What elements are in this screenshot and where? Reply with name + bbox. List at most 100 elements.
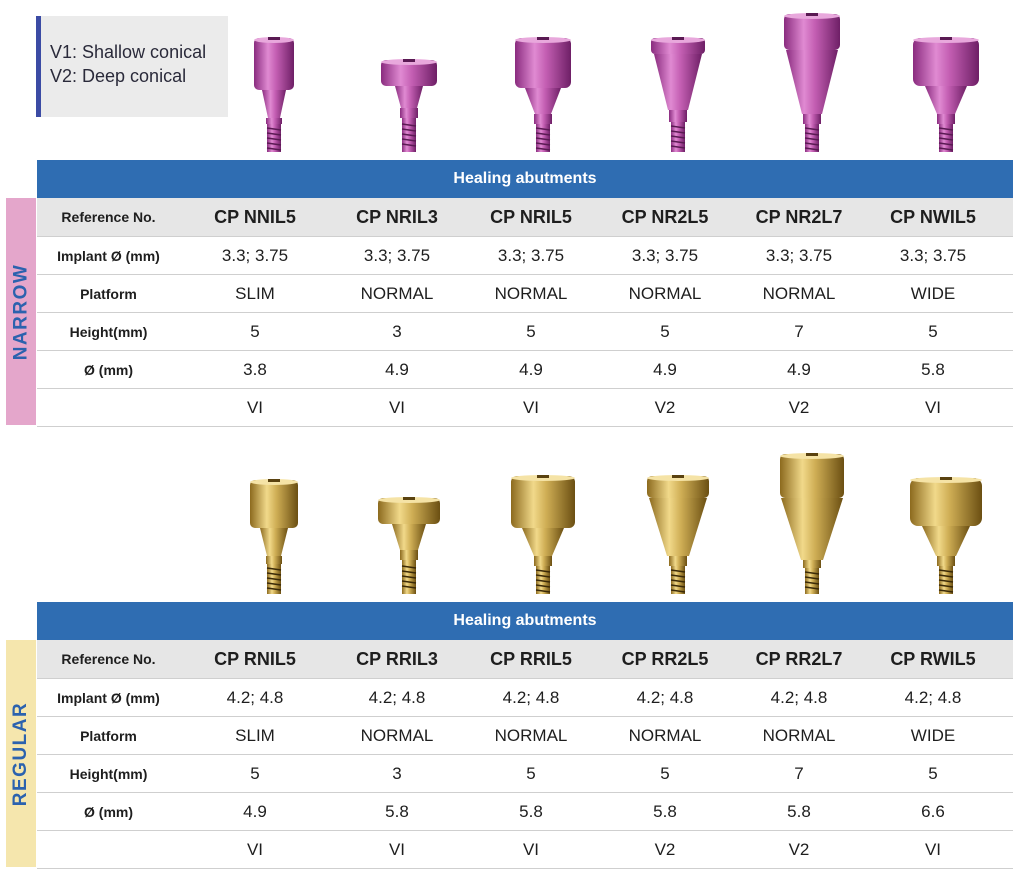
type-cell: V2 — [788, 397, 810, 417]
table-row-height: Height(mm) 5 3 5 5 7 5 — [37, 755, 1013, 793]
diameter-cell: 4.9 — [519, 359, 543, 379]
type-cell: VI — [924, 397, 942, 417]
type-cell: V2 — [654, 397, 676, 417]
abutment-image-cp-rnil5 — [250, 479, 298, 594]
platform-cell: WIDE — [910, 283, 956, 303]
type-cell: VI — [388, 839, 406, 859]
ref-cell: CP RNIL5 — [214, 648, 296, 669]
implant-cell: 4.2; 4.8 — [636, 687, 694, 707]
narrow-table: Reference No. CP NNIL5 CP NRIL3 CP NRIL5… — [37, 198, 1013, 427]
regular-abutment-images — [0, 452, 1024, 598]
abutment-image-cp-rr2l5 — [647, 475, 709, 594]
table-row-reference: Reference No. CP RNIL5 CP RRIL3 CP RRIL5… — [37, 640, 1013, 679]
implant-cell: 4.2; 4.8 — [904, 687, 962, 707]
table-row-diameter: Ø (mm) 4.9 5.8 5.8 5.8 5.8 6.6 — [37, 793, 1013, 831]
height-cell: 5 — [660, 763, 670, 783]
narrow-abutment-images — [0, 10, 1024, 156]
diameter-cell: 4.9 — [243, 801, 267, 821]
table-row-height: Height(mm) 5 3 5 5 7 5 — [37, 313, 1013, 351]
diameter-cell: 5.8 — [921, 359, 945, 379]
narrow-header-bar: Healing abutments — [37, 160, 1013, 198]
table-row-diameter: Ø (mm) 3.8 4.9 4.9 4.9 4.9 5.8 — [37, 351, 1013, 389]
ref-cell: CP NRIL5 — [490, 206, 572, 227]
regular-header-bar: Healing abutments — [37, 602, 1013, 640]
abutment-image-cp-rril5 — [511, 475, 575, 594]
row-label-platform: Platform — [80, 285, 137, 302]
implant-cell: 3.3; 3.75 — [765, 245, 833, 265]
row-label-implant: Implant Ø (mm) — [57, 247, 160, 264]
implant-cell: 4.2; 4.8 — [368, 687, 426, 707]
table-row-platform: Platform SLIM NORMAL NORMAL NORMAL NORMA… — [37, 717, 1013, 755]
table-row-type: VI VI VI V2 V2 VI — [37, 831, 1013, 869]
platform-cell: NORMAL — [628, 725, 702, 745]
regular-side-label: REGULAR — [6, 640, 36, 867]
table-row-implant: Implant Ø (mm) 3.3; 3.75 3.3; 3.75 3.3; … — [37, 237, 1013, 275]
implant-cell: 3.3; 3.75 — [631, 245, 699, 265]
diameter-cell: 4.9 — [787, 359, 811, 379]
platform-cell: NORMAL — [494, 283, 568, 303]
abutment-image-cp-rril3 — [378, 497, 440, 594]
height-cell: 5 — [250, 763, 260, 783]
abutment-image-cp-nr2l5 — [651, 37, 705, 152]
narrow-side-text: NARROW — [10, 263, 32, 360]
regular-table: Reference No. CP RNIL5 CP RRIL3 CP RRIL5… — [37, 640, 1013, 869]
row-label-platform: Platform — [80, 727, 137, 744]
height-cell: 5 — [250, 321, 260, 341]
height-cell: 5 — [526, 321, 536, 341]
abutment-image-cp-rwil5 — [910, 477, 982, 594]
platform-cell: NORMAL — [762, 283, 836, 303]
ref-cell: CP RRIL3 — [356, 648, 438, 669]
diameter-cell: 6.6 — [921, 801, 945, 821]
ref-cell: CP NR2L7 — [755, 206, 843, 227]
platform-cell: NORMAL — [762, 725, 836, 745]
height-cell: 5 — [928, 321, 938, 341]
legend-box: V1: Shallow conical V2: Deep conical — [36, 16, 228, 117]
platform-cell: WIDE — [910, 725, 956, 745]
row-label-reference: Reference No. — [61, 209, 156, 225]
diameter-cell: 5.8 — [385, 801, 409, 821]
table-row-platform: Platform SLIM NORMAL NORMAL NORMAL NORMA… — [37, 275, 1013, 313]
ref-cell: CP RR2L5 — [621, 648, 709, 669]
row-label-diameter: Ø (mm) — [84, 361, 133, 378]
platform-cell: NORMAL — [360, 725, 434, 745]
row-label-implant: Implant Ø (mm) — [57, 689, 160, 706]
row-label-height: Height(mm) — [69, 765, 148, 782]
implant-cell: 4.2; 4.8 — [770, 687, 828, 707]
narrow-side-label: NARROW — [6, 198, 36, 425]
diameter-cell: 3.8 — [243, 359, 267, 379]
ref-cell: CP RR2L7 — [755, 648, 843, 669]
type-cell: VI — [522, 839, 540, 859]
diameter-cell: 5.8 — [787, 801, 811, 821]
platform-cell: NORMAL — [494, 725, 568, 745]
type-cell: VI — [522, 397, 540, 417]
implant-cell: 4.2; 4.8 — [502, 687, 560, 707]
abutment-image-cp-nwil5 — [913, 37, 979, 152]
height-cell: 7 — [794, 321, 804, 341]
type-cell: VI — [246, 397, 264, 417]
type-cell: VI — [388, 397, 406, 417]
row-label-diameter: Ø (mm) — [84, 803, 133, 820]
implant-cell: 3.3; 3.75 — [497, 245, 565, 265]
legend-v2: V2: Deep conical — [50, 66, 187, 86]
height-cell: 5 — [928, 763, 938, 783]
platform-cell: NORMAL — [360, 283, 434, 303]
height-cell: 5 — [660, 321, 670, 341]
type-cell: VI — [246, 839, 264, 859]
row-label-height: Height(mm) — [69, 323, 148, 340]
height-cell: 3 — [392, 763, 402, 783]
ref-cell: CP RWIL5 — [890, 648, 976, 669]
row-label-reference: Reference No. — [61, 651, 156, 667]
table-row-implant: Implant Ø (mm) 4.2; 4.8 4.2; 4.8 4.2; 4.… — [37, 679, 1013, 717]
type-cell: V2 — [654, 839, 676, 859]
ref-cell: CP RRIL5 — [490, 648, 572, 669]
height-cell: 3 — [392, 321, 402, 341]
ref-cell: CP NWIL5 — [890, 206, 976, 227]
abutment-image-cp-nril3 — [381, 59, 437, 152]
platform-cell: SLIM — [235, 283, 275, 303]
platform-cell: NORMAL — [628, 283, 702, 303]
height-cell: 7 — [794, 763, 804, 783]
ref-cell: CP NRIL3 — [356, 206, 438, 227]
diameter-cell: 4.9 — [385, 359, 409, 379]
diameter-cell: 5.8 — [653, 801, 677, 821]
abutment-image-cp-rr2l7 — [780, 453, 844, 594]
